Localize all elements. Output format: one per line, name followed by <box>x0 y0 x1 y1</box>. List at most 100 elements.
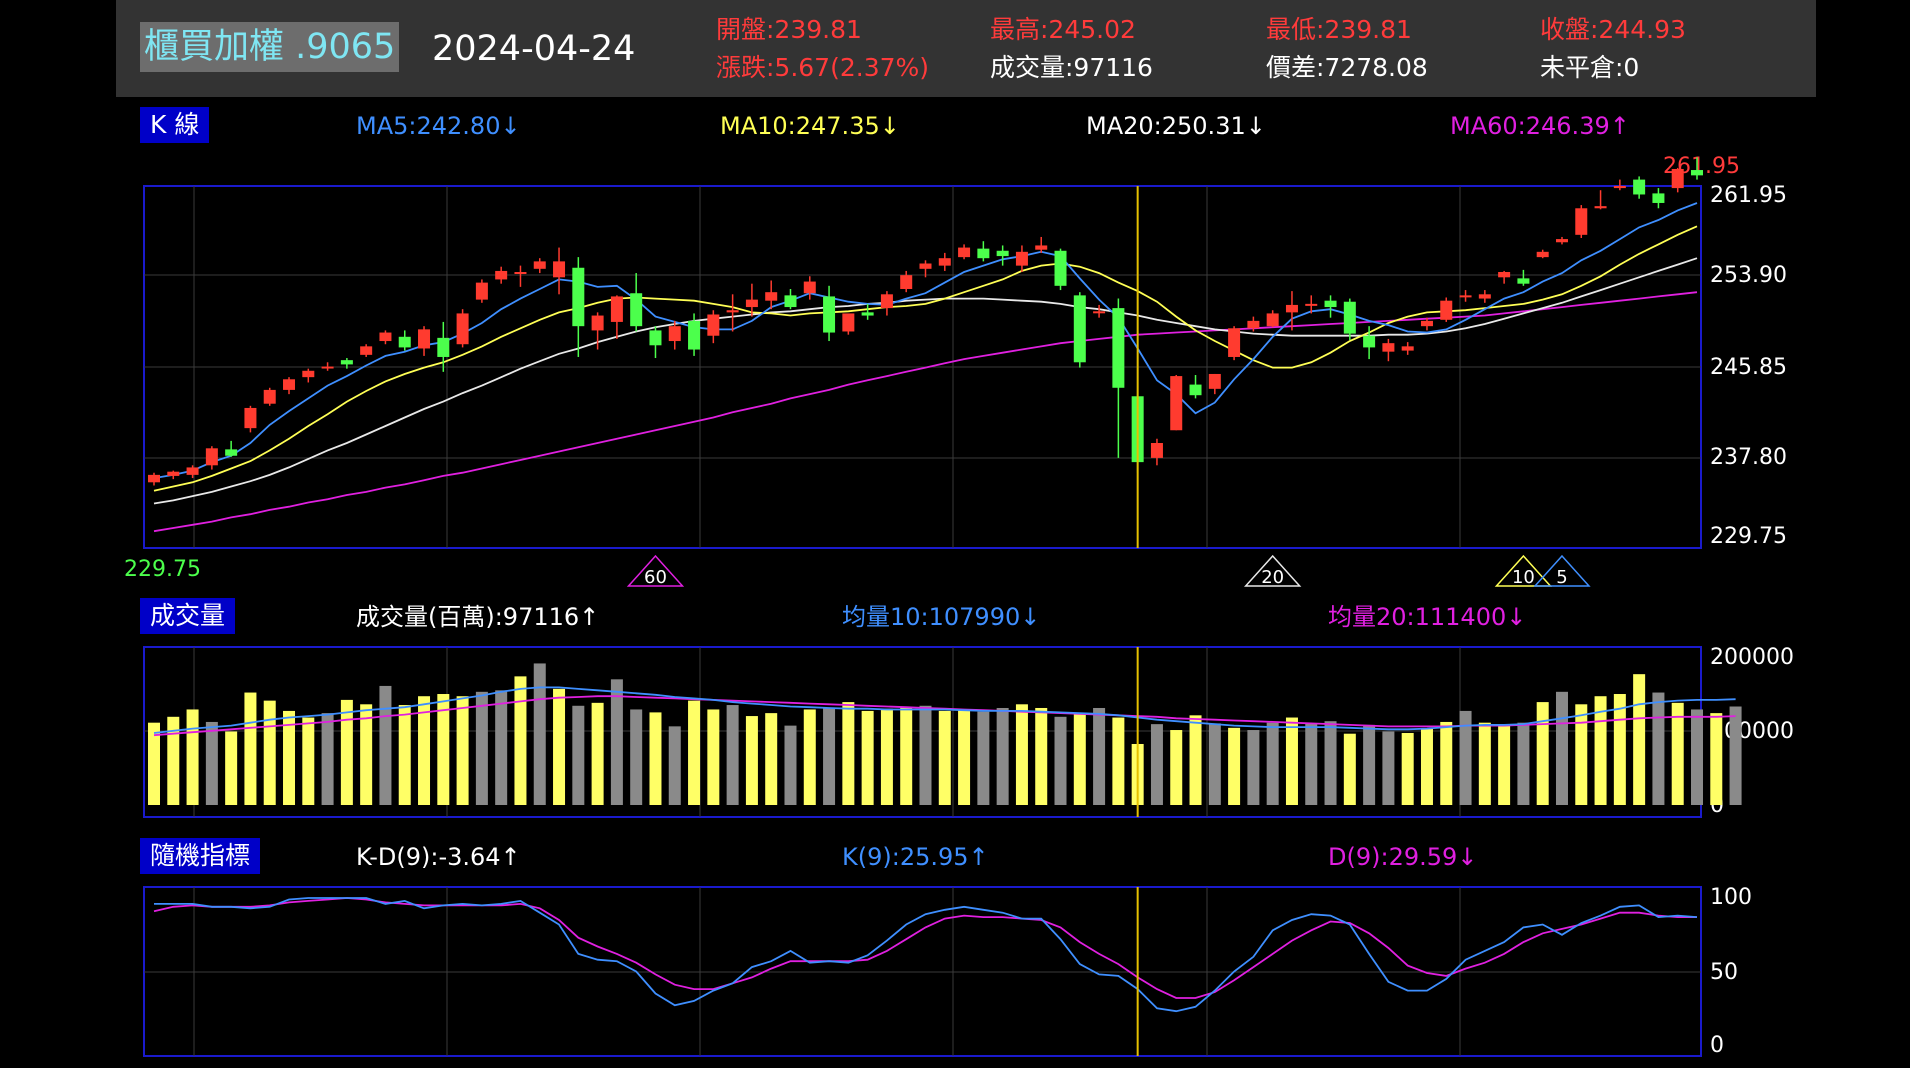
volume-bar <box>803 709 816 805</box>
avg10-volume-label: 均量10:107990↓ <box>842 603 1041 631</box>
candle-up <box>418 329 431 349</box>
volume-bar <box>1401 732 1414 805</box>
volume-bar <box>186 709 199 805</box>
volume-bar <box>475 691 488 805</box>
candle-up <box>1575 208 1588 235</box>
kd-y-tick: 0 <box>1710 1033 1724 1058</box>
candle-down <box>1054 250 1067 286</box>
volume-bar <box>1073 713 1086 805</box>
kd-y-tick: 50 <box>1710 960 1738 985</box>
volume-bar <box>1555 691 1568 805</box>
candle-down <box>630 293 643 327</box>
volume-bar <box>283 710 296 805</box>
candle-up <box>591 315 604 331</box>
volume-y-tick: 100000 <box>1710 719 1794 744</box>
candle-up <box>1613 185 1626 189</box>
volume-bar <box>842 702 855 805</box>
volume-bar <box>244 692 257 805</box>
volume-bar <box>1420 728 1433 805</box>
candle-up <box>610 296 623 322</box>
candle-down <box>1189 384 1202 396</box>
volume-bar <box>1710 713 1723 805</box>
ma5-label: MA5:242.80↓ <box>356 112 521 140</box>
kline-tab[interactable]: K 線 <box>140 107 210 143</box>
candle-up <box>1459 295 1472 298</box>
candle-up <box>938 258 951 266</box>
candle-up <box>842 313 855 332</box>
candle-up <box>707 314 720 336</box>
candle-down <box>1633 179 1646 195</box>
kd-y-tick: 100 <box>1710 885 1752 910</box>
avg10-volume-line <box>153 686 1736 734</box>
candle-up <box>1247 320 1260 329</box>
volume-bar <box>1266 722 1279 805</box>
volume-bar <box>977 711 990 805</box>
candle-up <box>1594 206 1607 209</box>
candle-up <box>958 247 971 258</box>
volume-bar <box>707 709 720 805</box>
volume-bar <box>1189 715 1202 805</box>
candle-up <box>1401 346 1414 351</box>
candle-up <box>1671 168 1684 189</box>
volume-bar <box>148 722 160 805</box>
candle-up <box>205 448 218 466</box>
volume-bar <box>1305 723 1318 805</box>
stochastic-tab[interactable]: 隨機指標 <box>140 838 261 874</box>
ma-cross-marker <box>1533 554 1591 587</box>
candle-down <box>823 296 836 333</box>
candle-up <box>1208 373 1221 389</box>
candle-down <box>977 248 990 259</box>
volume-bar <box>1343 733 1356 805</box>
kline-min-label: 229.75 <box>124 557 201 582</box>
volume-bar <box>958 710 971 805</box>
candle-down <box>996 250 1009 257</box>
price-spread: 價差:7278.08 <box>1266 53 1428 82</box>
candle-up <box>456 313 469 345</box>
ma-cross-marker-label: 20 <box>1261 567 1284 588</box>
volume-bar <box>437 694 450 805</box>
volume-bar <box>1478 722 1491 805</box>
candle-down <box>1112 308 1125 388</box>
candle-down <box>1343 301 1356 334</box>
volume-bar <box>996 707 1009 805</box>
volume-bar <box>418 696 431 805</box>
low-price: 最低:239.81 <box>1266 15 1412 44</box>
volume-bar <box>1729 706 1742 805</box>
candle-down <box>649 330 662 346</box>
volume-bar <box>533 663 546 805</box>
volume-bar <box>823 707 836 805</box>
volume-y-tick: 200000 <box>1710 645 1794 670</box>
volume-bar <box>1208 723 1221 805</box>
candle-up <box>803 281 816 294</box>
candle-down <box>861 312 874 316</box>
candle-down <box>784 295 797 308</box>
candle-up <box>1015 251 1028 266</box>
k-value-label: K(9):25.95↑ <box>842 843 989 871</box>
quote-header <box>116 0 1816 97</box>
ma-cross-marker-label: 10 <box>1512 567 1535 588</box>
volume-tab[interactable]: 成交量 <box>140 598 236 634</box>
volume-bar <box>1112 717 1125 805</box>
volume-bar <box>1594 696 1607 805</box>
k-line <box>154 897 1698 1013</box>
volume-bar <box>880 708 893 805</box>
candle-up <box>1150 443 1163 458</box>
candle-down <box>1073 295 1086 363</box>
volume-bar <box>1015 704 1028 805</box>
kline-y-tick: 237.80 <box>1710 445 1787 470</box>
volume-bar <box>514 676 527 805</box>
candle-up <box>900 275 913 289</box>
candle-up <box>495 270 508 280</box>
volume-bar <box>861 710 874 805</box>
ma-cross-marker-label: 5 <box>1556 567 1567 588</box>
volume-bar <box>456 696 469 805</box>
volume-bar <box>938 710 951 805</box>
ma10-line <box>153 225 1698 492</box>
volume-bar <box>1247 730 1260 805</box>
ma-cross-marker <box>626 554 685 587</box>
symbol-selector[interactable]: 櫃買加權 .9065 <box>140 22 400 72</box>
candle-up <box>1305 303 1318 306</box>
volume-bar <box>765 713 778 805</box>
